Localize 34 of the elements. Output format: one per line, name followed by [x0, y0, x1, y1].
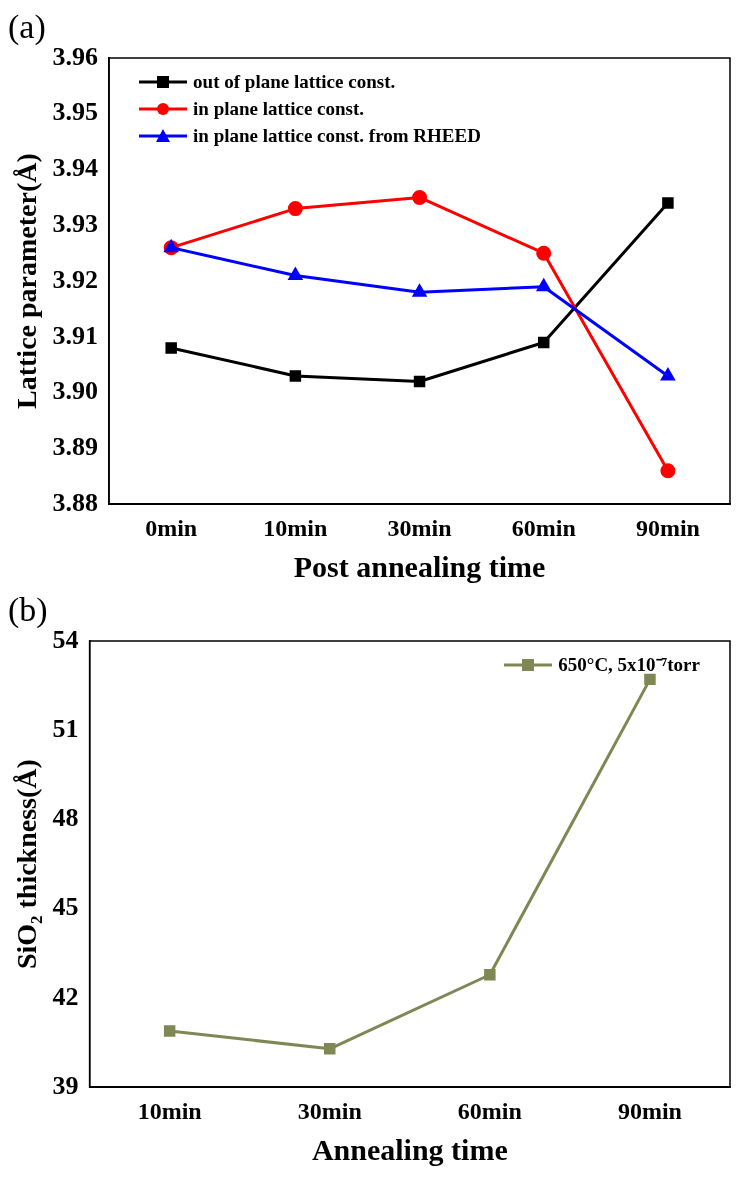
x-axis-title: Post annealing time [293, 549, 546, 583]
y-tick-label: 48 [52, 803, 79, 833]
text: (b) [8, 591, 48, 629]
y-tick-label: 39 [52, 1070, 79, 1100]
x-tick-label: 10min [137, 1097, 202, 1124]
y-axis-title: Lattice parameter(Å) [11, 153, 43, 409]
y-tick-label: 3.96 [52, 41, 99, 71]
x-tick-label: 0min [145, 514, 198, 541]
x-tick-label: 90min [617, 1097, 682, 1124]
y-tick-label: 45 [52, 892, 79, 922]
x-tick-label: 30min [297, 1097, 362, 1124]
y-tick-label: 3.93 [52, 209, 99, 239]
text: (a) [8, 8, 46, 46]
x-axis-title: Annealing time [311, 1132, 508, 1166]
y-tick-label: 3.89 [52, 432, 99, 462]
y-tick-label: 42 [52, 981, 79, 1011]
y-axis-title: SiO₂ thickness(Å) [11, 759, 43, 970]
legend-label: in plane lattice const. from RHEED [193, 124, 481, 148]
x-tick-label: 90min [635, 514, 700, 541]
y-tick-label: 3.90 [52, 376, 99, 406]
y-tick-label: 54 [52, 624, 79, 654]
y-tick-label: 51 [52, 713, 79, 743]
x-tick-label: 60min [511, 514, 576, 541]
y-tick-label: 3.94 [52, 153, 99, 183]
x-tick-label: 60min [457, 1097, 522, 1124]
y-tick-label: 3.92 [52, 264, 99, 294]
legend-label: 650°C, 5x10⁻⁷torr [558, 653, 700, 677]
y-tick-label: 3.95 [52, 97, 99, 127]
legend-label: in plane lattice const. [193, 97, 365, 121]
x-tick-label: 30min [387, 514, 452, 541]
y-tick-label: 3.88 [52, 487, 99, 517]
y-tick-label: 3.91 [52, 320, 99, 350]
x-tick-label: 10min [263, 514, 328, 541]
legend-label: out of plane lattice const. [193, 70, 396, 94]
